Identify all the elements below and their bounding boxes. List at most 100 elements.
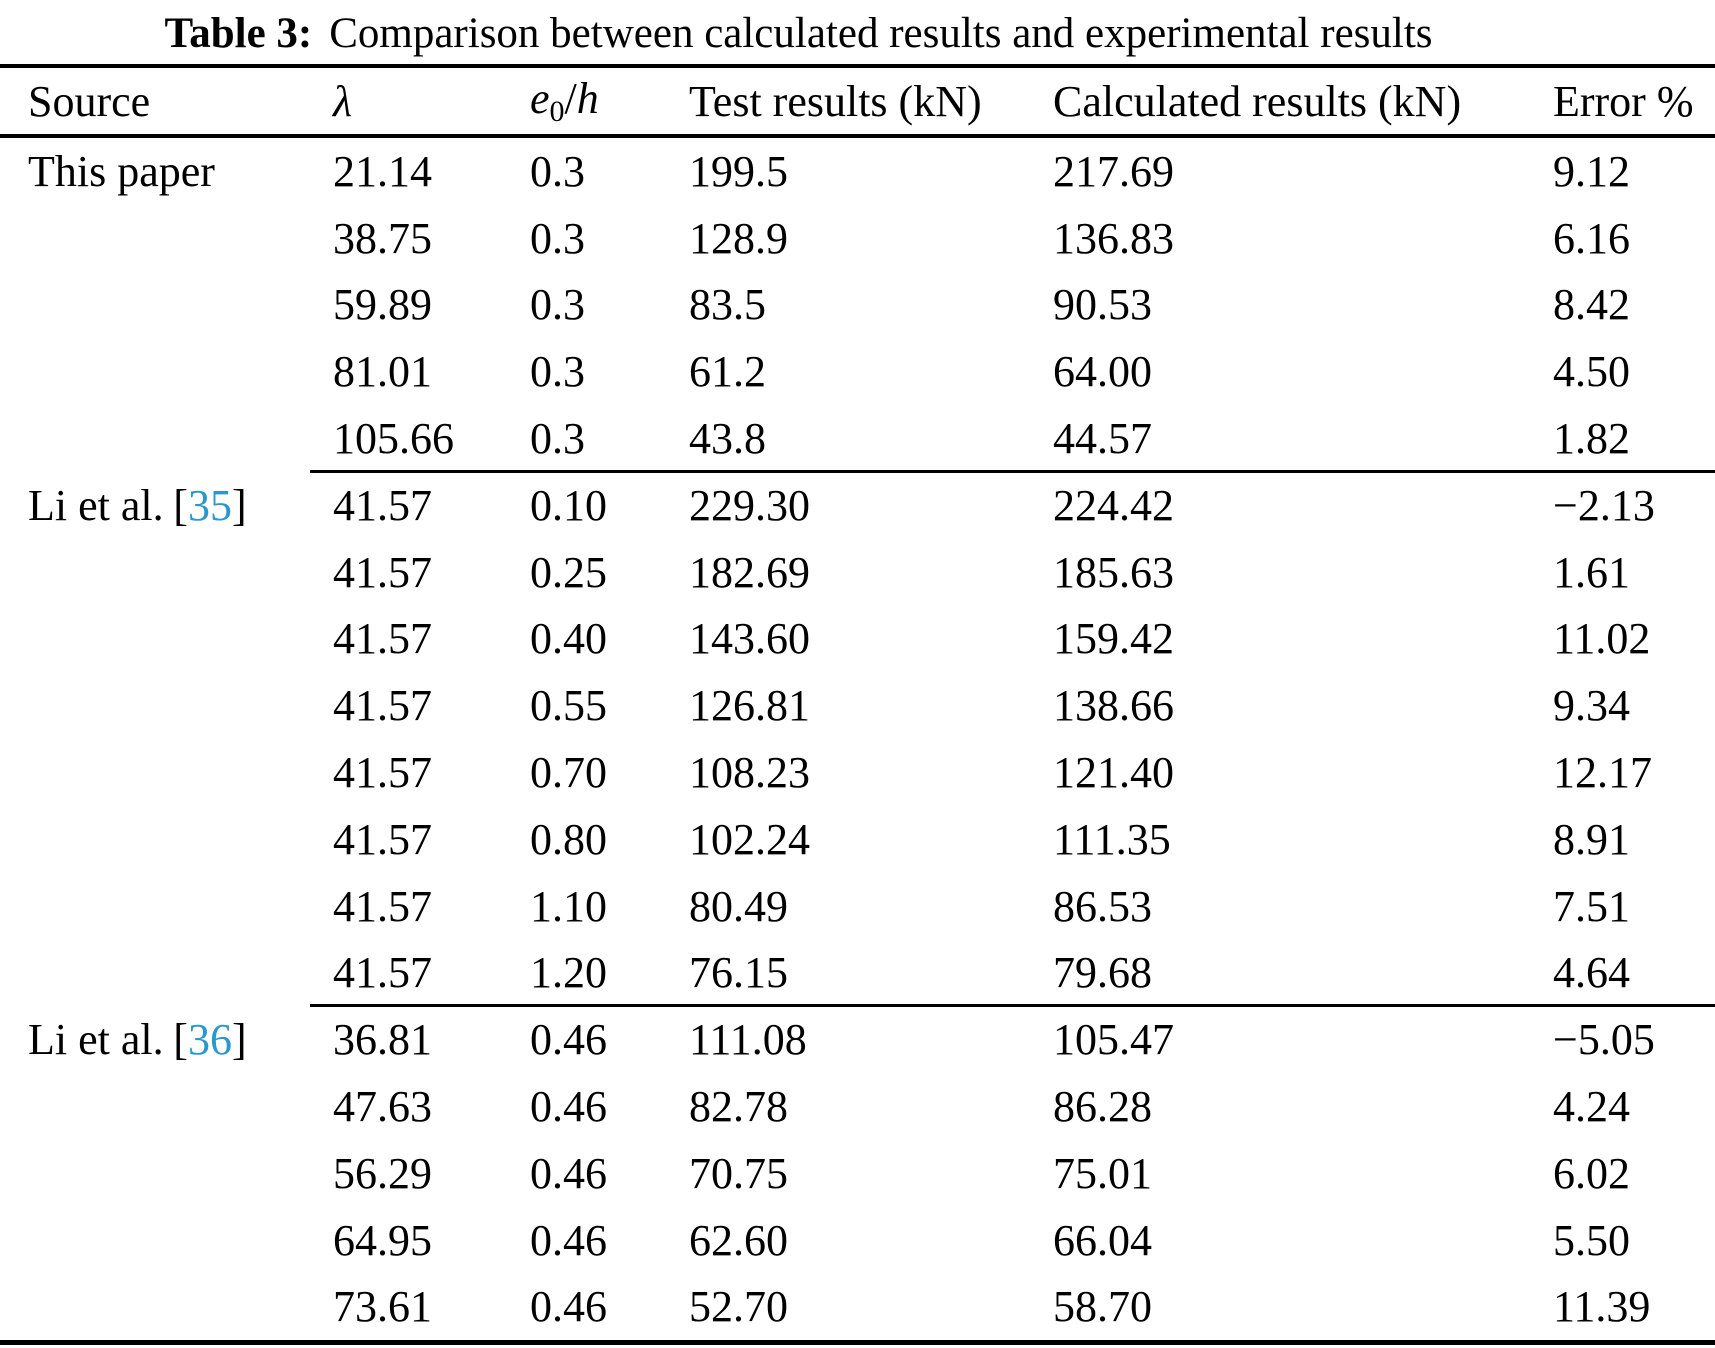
cell-e0h: 0.46 — [530, 1148, 607, 1198]
cell-e0h: 1.10 — [530, 881, 607, 931]
cell-e0h: 0.3 — [530, 347, 585, 397]
cell-e0h: 0.3 — [530, 146, 585, 196]
cell-lambda: 41.57 — [333, 547, 432, 597]
table-row: 41.57 0.70 108.23 121.40 12.17 — [0, 739, 1715, 806]
cell-error: 7.51 — [1553, 881, 1630, 931]
cell-calculated-result: 121.40 — [1053, 748, 1174, 798]
cell-test-result: 43.8 — [689, 414, 766, 464]
cell-test-result: 82.78 — [689, 1082, 788, 1132]
cell-calculated-result: 224.42 — [1053, 480, 1174, 530]
cell-lambda: 73.61 — [333, 1282, 432, 1332]
cell-e0h: 0.46 — [530, 1282, 607, 1332]
cell-test-result: 80.49 — [689, 881, 788, 931]
col-header-lambda: λ — [333, 76, 353, 126]
source-label: Li et al. — [28, 480, 164, 530]
cell-e0h: 0.46 — [530, 1215, 607, 1265]
cell-lambda: 21.14 — [333, 146, 432, 196]
table-row: Li et al. [36] 36.81 0.46 111.08 105.47 −5.05 — [0, 1004, 1715, 1073]
cell-test-result: 76.15 — [689, 948, 788, 998]
cell-e0h: 0.10 — [530, 480, 607, 530]
cell-error: 8.91 — [1553, 814, 1630, 864]
cell-e0h: 0.80 — [530, 814, 607, 864]
cell-test-result: 70.75 — [689, 1148, 788, 1198]
citation-link[interactable]: 35 — [187, 480, 232, 530]
table-row: 41.57 0.40 143.60 159.42 11.02 — [0, 606, 1715, 673]
cell-error: 6.16 — [1553, 213, 1630, 263]
cell-lambda: 41.57 — [333, 948, 432, 998]
table-row: 41.57 0.55 126.81 138.66 9.34 — [0, 672, 1715, 739]
cell-calculated-result: 79.68 — [1053, 948, 1152, 998]
cell-test-result: 143.60 — [689, 614, 810, 664]
cell-test-result: 83.5 — [689, 280, 766, 330]
caption-text: Comparison between calculated results an… — [329, 10, 1433, 57]
table-row: 73.61 0.46 52.70 58.70 11.39 — [0, 1274, 1715, 1341]
table-row: 41.57 0.80 102.24 111.35 8.91 — [0, 806, 1715, 873]
cell-e0h: 0.55 — [530, 681, 607, 731]
citation-link[interactable]: 36 — [187, 1015, 232, 1065]
cell-error: 4.50 — [1553, 347, 1630, 397]
cell-lambda: 41.57 — [333, 480, 432, 530]
cell-lambda: 64.95 — [333, 1215, 432, 1265]
table-row: 47.63 0.46 82.78 86.28 4.24 — [0, 1073, 1715, 1140]
cell-error: 6.02 — [1553, 1148, 1630, 1198]
table-row: 41.57 0.25 182.69 185.63 1.61 — [0, 539, 1715, 606]
cell-error: 9.12 — [1553, 146, 1630, 196]
cell-calculated-result: 64.00 — [1053, 347, 1152, 397]
cell-calculated-result: 105.47 — [1053, 1015, 1174, 1065]
cell-lambda: 41.57 — [333, 681, 432, 731]
table-row: 41.57 1.10 80.49 86.53 7.51 — [0, 873, 1715, 940]
cell-calculated-result: 75.01 — [1053, 1148, 1152, 1198]
col-header-test-results: Test results (kN) — [689, 76, 982, 126]
cell-e0h: 0.3 — [530, 280, 585, 330]
cell-error: 4.24 — [1553, 1082, 1630, 1132]
cell-test-result: 108.23 — [689, 748, 810, 798]
cell-lambda: 59.89 — [333, 280, 432, 330]
cell-calculated-result: 185.63 — [1053, 547, 1174, 597]
cell-calculated-result: 111.35 — [1053, 814, 1171, 864]
cell-source: Li et al. [35] — [0, 480, 333, 531]
table-top-rule — [0, 64, 1715, 68]
cell-lambda: 36.81 — [333, 1015, 432, 1065]
cell-test-result: 199.5 — [689, 146, 788, 196]
table-row: 64.95 0.46 62.60 66.04 5.50 — [0, 1207, 1715, 1274]
table-caption: Table 3: Comparison between calculated re… — [0, 6, 1656, 62]
cell-test-result: 61.2 — [689, 347, 766, 397]
cell-lambda: 105.66 — [333, 414, 454, 464]
cell-test-result: 62.60 — [689, 1215, 788, 1265]
cell-error: 11.02 — [1553, 614, 1651, 664]
cell-error: 11.39 — [1553, 1282, 1651, 1332]
col-header-source: Source — [28, 76, 151, 126]
table-row: 105.66 0.3 43.8 44.57 1.82 — [0, 405, 1715, 472]
table-row: 56.29 0.46 70.75 75.01 6.02 — [0, 1140, 1715, 1207]
e0h-subscript: 0 — [549, 95, 565, 128]
cell-calculated-result: 217.69 — [1053, 146, 1174, 196]
cell-error: 1.82 — [1553, 414, 1630, 464]
col-header-calculated-results: Calculated results (kN) — [1053, 76, 1462, 126]
source-label: Li et al. — [28, 1015, 164, 1065]
cell-calculated-result: 86.53 — [1053, 881, 1152, 931]
cell-e0h: 0.46 — [530, 1015, 607, 1065]
cell-calculated-result: 58.70 — [1053, 1282, 1152, 1332]
col-header-error: Error % — [1553, 76, 1694, 126]
citation-bracket-close: ] — [231, 1015, 247, 1065]
cell-calculated-result: 86.28 — [1053, 1082, 1152, 1132]
cell-error: 8.42 — [1553, 280, 1630, 330]
table-header-row: Source λ e0/h Test results (kN) Calculat… — [0, 68, 1715, 134]
cell-test-result: 128.9 — [689, 213, 788, 263]
cell-e0h: 0.3 — [530, 213, 585, 263]
table-row: This paper 21.14 0.3 199.5 217.69 9.12 — [0, 138, 1715, 205]
cell-error: 1.61 — [1553, 547, 1630, 597]
cell-error: −5.05 — [1553, 1015, 1655, 1065]
cell-source: Li et al. [36] — [0, 1014, 333, 1065]
cell-test-result: 102.24 — [689, 814, 810, 864]
table-bottom-rule — [0, 1340, 1715, 1346]
table-row: 38.75 0.3 128.9 136.83 6.16 — [0, 205, 1715, 272]
cell-lambda: 38.75 — [333, 213, 432, 263]
cell-calculated-result: 90.53 — [1053, 280, 1152, 330]
cell-e0h: 1.20 — [530, 948, 607, 998]
table-row: 41.57 1.20 76.15 79.68 4.64 — [0, 940, 1715, 1007]
cell-error: −2.13 — [1553, 480, 1655, 530]
cell-test-result: 182.69 — [689, 547, 810, 597]
cell-e0h: 0.3 — [530, 414, 585, 464]
